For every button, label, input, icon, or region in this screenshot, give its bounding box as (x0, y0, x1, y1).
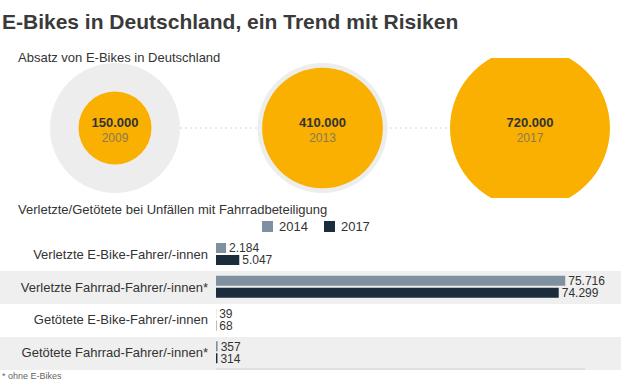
svg-text:357: 357 (220, 339, 241, 354)
svg-text:720.000: 720.000 (507, 115, 554, 130)
html-text:* ohne E-Bikes: * ohne E-Bikes (2, 371, 62, 381)
svg-text:150.000: 150.000 (92, 115, 139, 130)
svg-text:Getötete E-Bike-Fahrer/-innen: Getötete E-Bike-Fahrer/-innen (34, 312, 208, 327)
html-text:Verletzte/Getötete bei Unfälle: Verletzte/Getötete bei Unfällen mit Fahr… (18, 202, 328, 217)
svg-text:410.000: 410.000 (299, 115, 346, 130)
svg-text:5.047: 5.047 (242, 253, 272, 267)
html-text:E-Bikes in Deutschland, ein Tr: E-Bikes in Deutschland, ein Trend mit Ri… (2, 10, 459, 33)
html-text:2017: 2017 (340, 219, 370, 234)
svg-text:68: 68 (219, 319, 233, 333)
html-text:2014: 2014 (279, 219, 308, 234)
svg-text:39: 39 (219, 306, 233, 321)
html-text:Absatz von E-Bikes in Deutschl: Absatz von E-Bikes in Deutschland (18, 50, 221, 65)
svg-text:314: 314 (220, 352, 240, 366)
svg-text:Verletzte Fahrrad-Fahrer/-inne: Verletzte Fahrrad-Fahrer/-innen* (21, 280, 208, 295)
svg-text:2.184: 2.184 (229, 241, 260, 256)
svg-text:Getötete Fahrrad-Fahrer/-innen: Getötete Fahrrad-Fahrer/-innen* (22, 345, 208, 360)
svg-text:2013: 2013 (309, 131, 336, 145)
svg-text:2009: 2009 (102, 131, 129, 145)
svg-text:2017: 2017 (517, 131, 544, 145)
svg-text:Verletzte E-Bike-Fahrer/-innen: Verletzte E-Bike-Fahrer/-innen (33, 247, 208, 262)
svg-text:74.299: 74.299 (562, 286, 599, 300)
svg-text:75.716: 75.716 (568, 274, 605, 288)
